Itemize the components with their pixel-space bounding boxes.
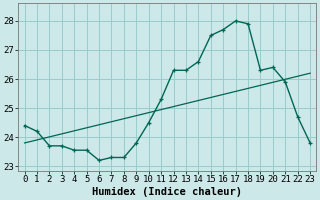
X-axis label: Humidex (Indice chaleur): Humidex (Indice chaleur) — [92, 186, 242, 197]
